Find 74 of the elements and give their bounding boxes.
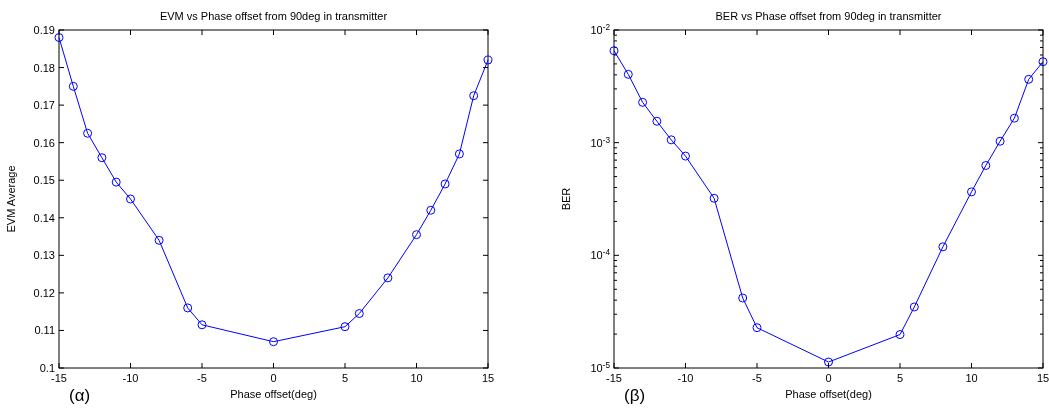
y-tick-label: 10$^{-3}$ (590, 135, 611, 149)
point (967, 187, 976, 197)
x-tick-label: -15 (606, 372, 622, 384)
point (383, 273, 393, 283)
y-tick-label: 0.1 (39, 362, 55, 374)
y-tick-label: 0.13 (33, 249, 55, 262)
point (454, 149, 464, 159)
x-tick-label: 0 (825, 372, 832, 384)
point (97, 153, 107, 163)
x-axis-title: Phase offset(deg) (230, 388, 317, 400)
y-tick-label: 10$^{-4}$ (590, 247, 611, 262)
point (895, 330, 905, 340)
x-tick-label: 15 (481, 372, 495, 384)
point (426, 205, 436, 215)
point (938, 242, 948, 252)
x-tick-label: -15 (51, 372, 67, 384)
point (981, 161, 991, 171)
point (54, 33, 64, 43)
point (752, 323, 762, 333)
point (269, 337, 278, 347)
x-axis-title: Phase offset(deg) (785, 388, 872, 400)
x-tick-label: 15 (1036, 372, 1049, 384)
chart-title: BER vs Phase offset from 90deg in transmitter (715, 10, 942, 22)
point (909, 302, 919, 312)
text: (β) (624, 386, 646, 405)
point (1009, 113, 1019, 123)
x-tick-label: -10 (122, 372, 139, 384)
point (738, 293, 748, 303)
point (609, 46, 619, 56)
point (469, 91, 479, 101)
point (183, 303, 193, 313)
point (638, 97, 648, 107)
y-tick-label: 0.11 (34, 324, 55, 337)
x-tick-label: -5 (752, 372, 762, 384)
y-tick-label: 10$^{-2}$ (590, 22, 611, 36)
y-tick-label: 10$^{-5}$ (590, 360, 611, 374)
point (681, 151, 690, 161)
point (666, 135, 676, 145)
y-axis-title: EVM Average (5, 165, 17, 233)
y-tick-label: 0.15 (33, 174, 55, 187)
x-tick-label: -5 (197, 372, 207, 384)
point (1038, 57, 1048, 67)
y-tick-label: 0.17 (33, 99, 55, 112)
x-tick-label: -10 (677, 372, 694, 384)
point (995, 136, 1005, 146)
point (709, 193, 719, 203)
x-tick-label: 0 (270, 372, 277, 384)
x-tick-label: 10 (410, 372, 423, 384)
text: (α) (69, 386, 91, 405)
point (111, 177, 121, 187)
point (483, 55, 493, 65)
point (340, 322, 350, 332)
x-tick-label: 5 (896, 372, 904, 384)
y-axis-title: BER (560, 187, 572, 211)
x-tick-label: 10 (965, 372, 978, 384)
point (154, 235, 164, 245)
y-tick-label: 0.16 (33, 136, 55, 149)
point (824, 357, 833, 367)
x-tick-label: 5 (341, 372, 349, 384)
chart-title: EVM vs Phase offset from 90deg in transmitter (159, 10, 388, 22)
point (68, 81, 78, 91)
y-tick-label: 0.18 (33, 61, 55, 74)
y-tick-label: 0.14 (33, 211, 55, 224)
point (440, 179, 450, 189)
point (623, 69, 633, 79)
point (197, 320, 207, 330)
point (652, 116, 662, 126)
y-tick-label: 0.19 (33, 24, 55, 36)
point (1024, 74, 1034, 84)
point (354, 309, 364, 319)
point (126, 194, 135, 204)
point (412, 230, 421, 240)
point (83, 128, 93, 138)
y-tick-label: 0.12 (33, 286, 55, 299)
